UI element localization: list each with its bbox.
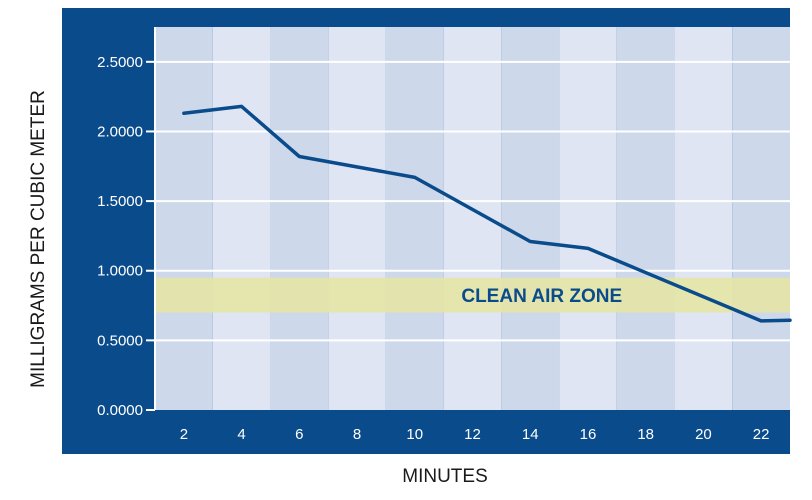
stripe: [559, 27, 617, 410]
x-tick-label: 10: [406, 426, 423, 443]
y-tick-label: 2.0000: [97, 123, 143, 140]
stripe: [732, 27, 790, 410]
x-tick-label: 6: [295, 426, 303, 443]
x-tick-label: 14: [522, 426, 539, 443]
x-tick-label: 18: [637, 426, 654, 443]
column-stripes: [155, 27, 790, 410]
x-axis-title: MINUTES: [402, 466, 488, 487]
y-tick-label: 0.5000: [97, 332, 143, 349]
y-tick-label: 0.0000: [97, 402, 143, 419]
x-tick-label: 4: [237, 426, 245, 443]
y-tick-label: 1.5000: [97, 193, 143, 210]
gridlines: [154, 27, 790, 410]
x-tick-label: 16: [580, 426, 597, 443]
clean-air-band: [155, 277, 790, 313]
x-tick-label: 2: [180, 426, 188, 443]
x-axis-ticks: 2 4 6 8 10 12 14 16 18 20 22: [180, 426, 770, 443]
x-tick-label: 8: [353, 426, 361, 443]
x-tick-label: 20: [695, 426, 712, 443]
stripe: [616, 27, 675, 410]
stripe: [674, 27, 733, 410]
stripe: [385, 27, 444, 410]
band-label: CLEAN AIR ZONE: [461, 286, 622, 307]
stripe: [155, 27, 213, 410]
y-tick-label: 1.0000: [97, 263, 143, 280]
y-tick-label: 2.5000: [97, 54, 143, 71]
y-axis-ticks: 0.0000 0.5000 1.0000 1.5000 2.0000 2.5000: [97, 54, 155, 419]
series-line: [182, 104, 792, 323]
y-axis-title: MILLIGRAMS PER CUBIC METER: [28, 90, 49, 388]
x-tick-label: 12: [464, 426, 481, 443]
stripe: [212, 27, 271, 410]
stripe: [443, 27, 502, 410]
x-tick-label: 22: [753, 426, 770, 443]
stripe: [270, 27, 329, 410]
stripe: [328, 27, 386, 410]
stripe: [501, 27, 560, 410]
